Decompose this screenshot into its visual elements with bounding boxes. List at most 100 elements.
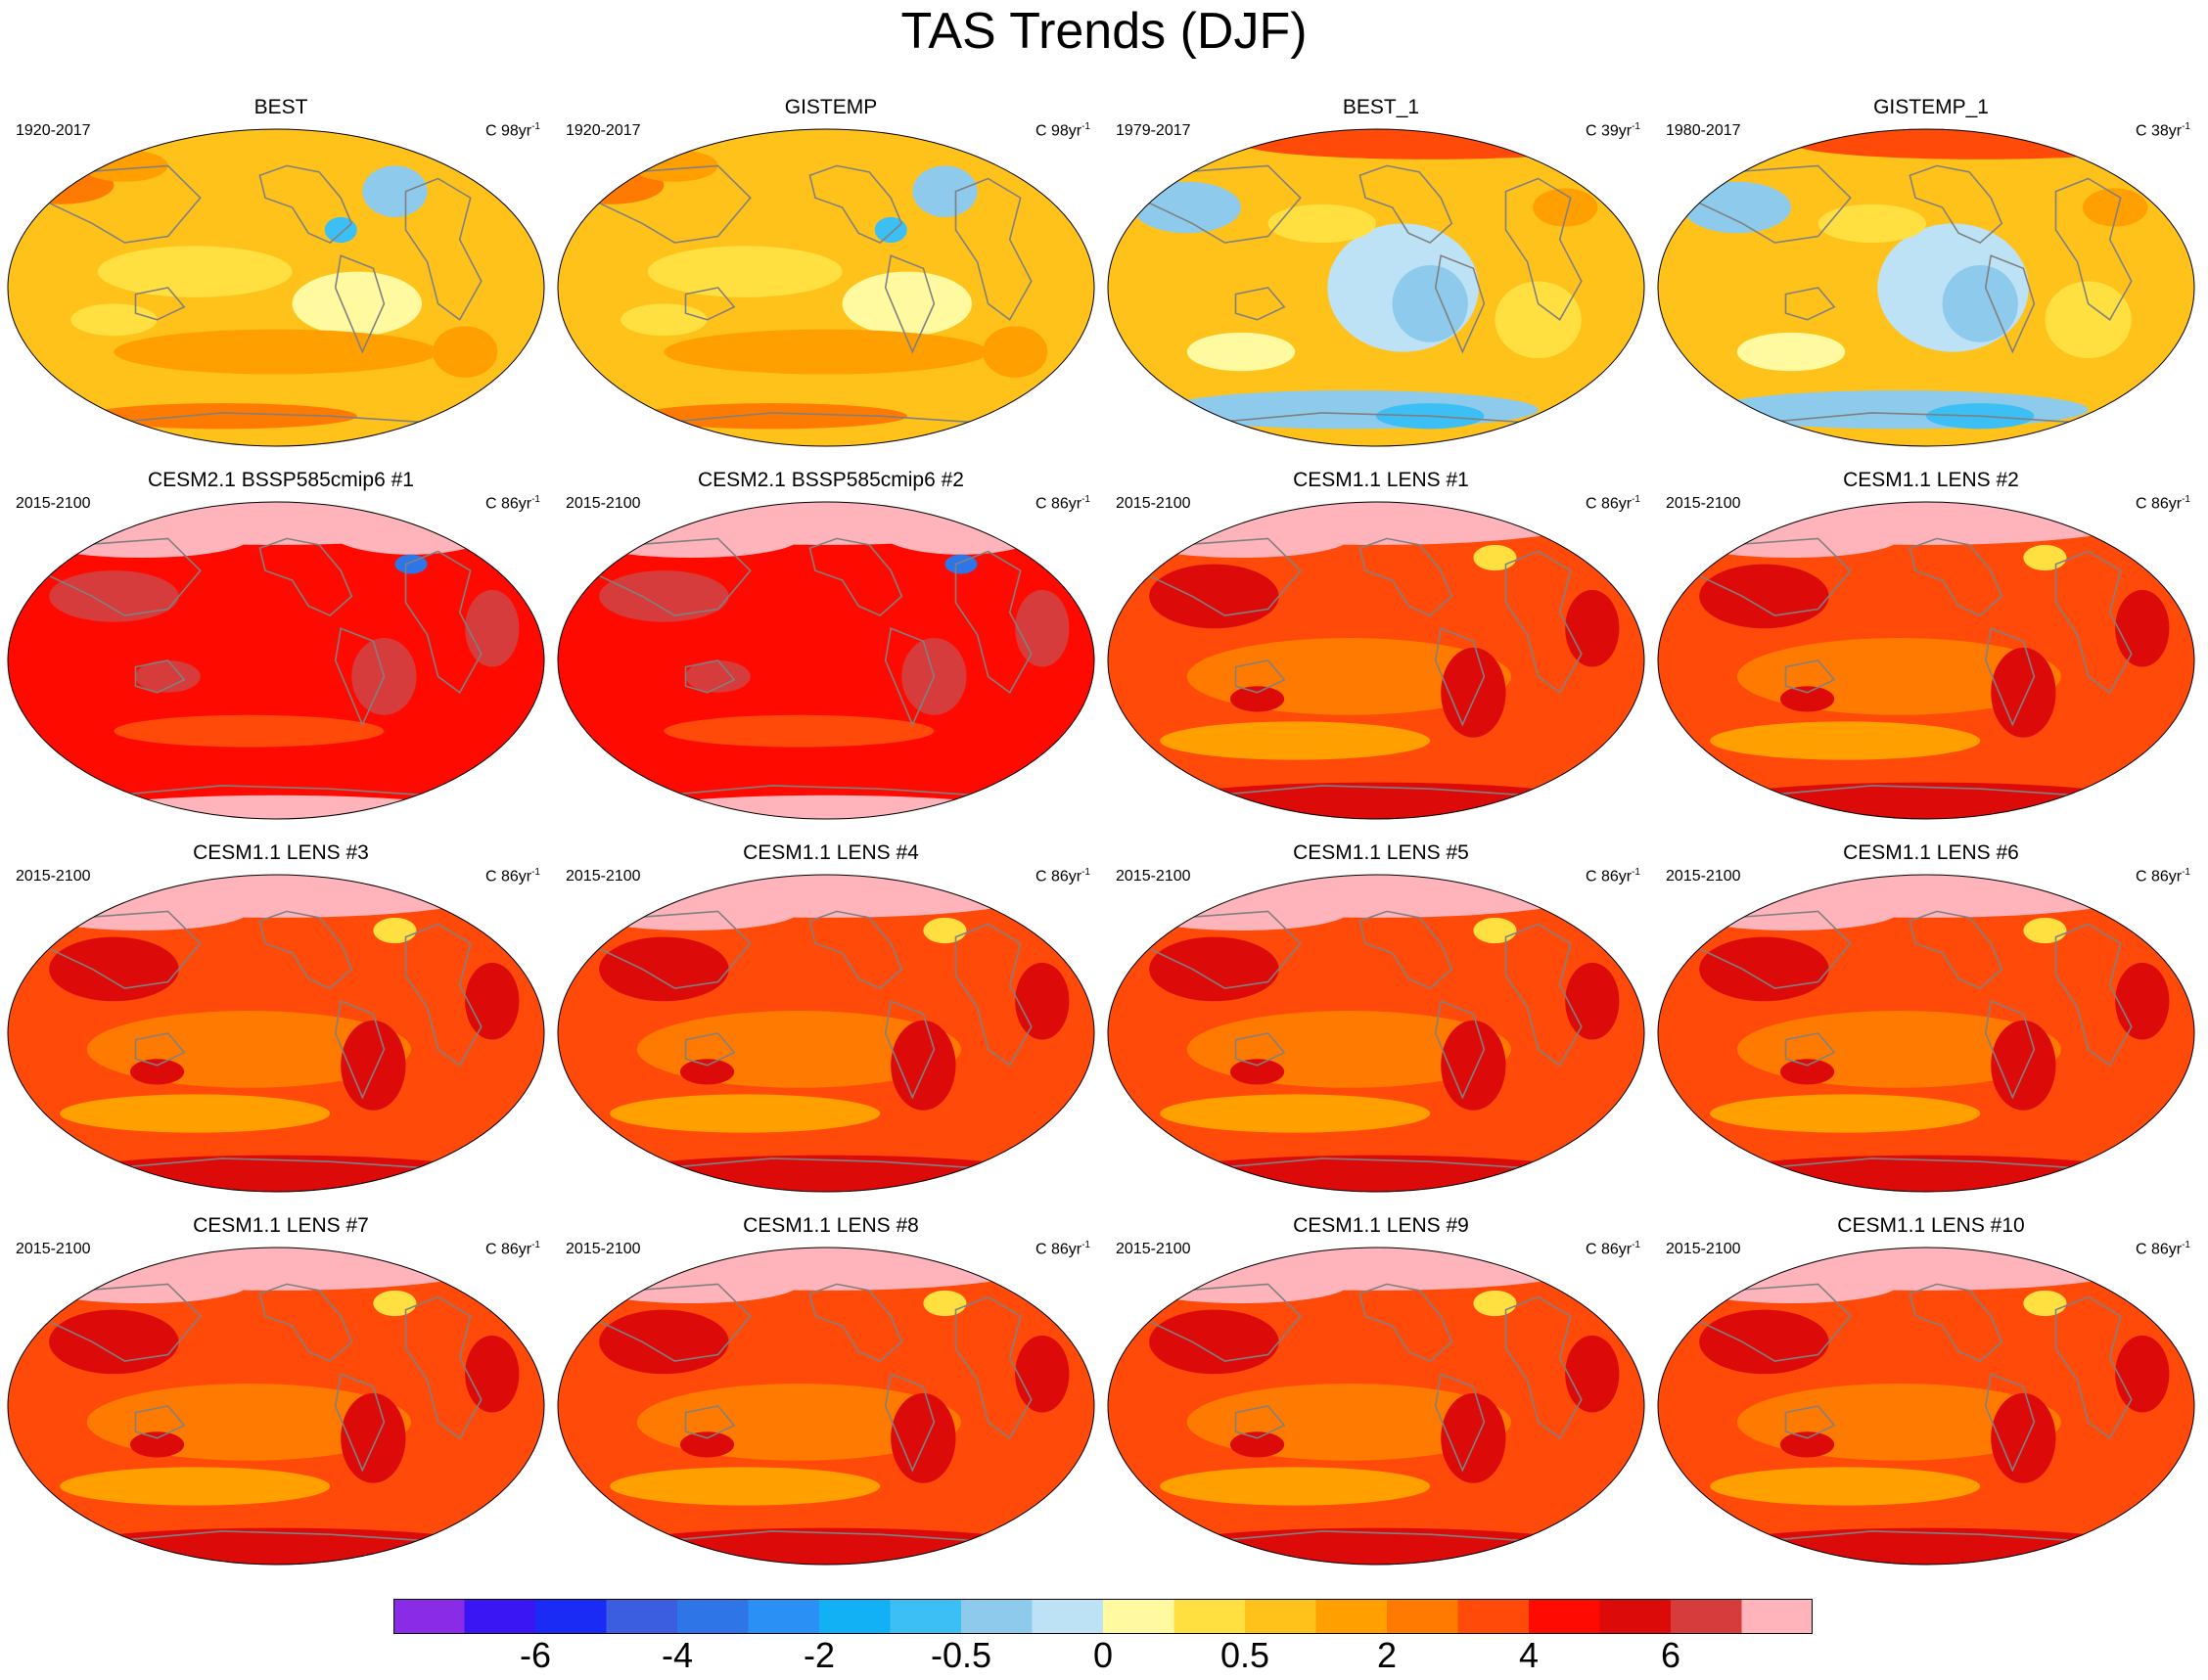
field-contour-region — [32, 519, 250, 559]
field-contour-region — [1736, 332, 1846, 372]
coastline — [1214, 412, 1528, 424]
panel-period: 1980-2017 — [1666, 122, 1741, 139]
coastline — [1504, 550, 1583, 694]
field-contour-region — [1229, 1059, 1285, 1085]
panel-title: CESM1.1 LENS #9 — [1293, 1214, 1469, 1237]
field-contour-region — [679, 1431, 735, 1458]
field-contour-region — [647, 246, 843, 297]
map-robinson — [557, 1247, 1095, 1566]
field-contour-region — [1991, 1020, 2056, 1111]
panel-count: 86 — [500, 1241, 519, 1258]
field-contour-region — [582, 519, 800, 559]
panel-unit-suffix: yr — [1618, 122, 1633, 140]
coastline — [1504, 177, 1583, 321]
map-outline — [557, 128, 1095, 447]
coastline — [1784, 659, 1836, 694]
field-contour-region — [362, 165, 428, 217]
field-contour-region — [2023, 544, 2067, 571]
colorbar-swatch — [961, 1599, 1033, 1634]
coastline — [1784, 287, 1836, 321]
field-contour-region — [1565, 589, 1620, 667]
panel-unit-suffix: yr — [1618, 1241, 1633, 1258]
coastline — [1136, 164, 1302, 244]
field-contour-region — [1710, 1094, 1981, 1133]
field-contour-region — [1149, 936, 1279, 1002]
colorbar-swatch — [393, 1599, 465, 1634]
figure-title: TAS Trends (DJF) — [900, 3, 1308, 60]
field-contour-region — [1682, 1264, 1900, 1304]
field-contour-region — [49, 570, 179, 622]
field-contour-region — [1149, 1309, 1279, 1375]
panel-title: CESM1.1 LENS #2 — [1843, 469, 2019, 491]
panel-period: 2015-2100 — [1116, 868, 1191, 885]
field-contour-region — [32, 1264, 250, 1304]
panel-units: C 86yr-1 — [1035, 1236, 1090, 1259]
coastline — [586, 910, 752, 989]
coastline — [404, 1295, 483, 1439]
field-contour-region — [2083, 188, 2148, 227]
coastline — [36, 537, 202, 616]
coastline — [1136, 537, 1302, 616]
field-contour-region — [1710, 389, 2089, 430]
map-robinson — [1657, 501, 2195, 820]
field-contour-region — [1160, 1527, 1592, 1565]
field-contour-region — [610, 1527, 1042, 1565]
panel-period: 2015-2100 — [1666, 868, 1741, 885]
field-contour-region — [679, 1059, 735, 1085]
coastline — [1686, 910, 1852, 989]
field-contour-region — [1267, 204, 1376, 244]
colorbar-swatch — [819, 1599, 891, 1634]
field-contour-region — [664, 714, 935, 748]
panel-unit-exponent: -1 — [2182, 867, 2190, 878]
field-contour-region — [842, 271, 973, 337]
coastline — [1686, 1283, 1852, 1362]
field-contour-region — [2023, 917, 2067, 944]
panel-unit-label: C — [1585, 868, 1597, 885]
colorbar-tick-label: -0.5 — [930, 1635, 992, 1675]
panel-count: 98 — [1050, 122, 1069, 140]
colorbar-swatch — [1457, 1599, 1530, 1634]
panel-unit-exponent: -1 — [531, 867, 540, 878]
coastline — [684, 659, 736, 694]
coastline — [1909, 1283, 2003, 1363]
panel-period: 2015-2100 — [566, 868, 641, 885]
field-contour-region — [1473, 544, 1517, 571]
coastline — [258, 910, 353, 990]
colorbar-tick-label: 0 — [1092, 1635, 1114, 1675]
coastline — [1984, 1373, 2036, 1473]
field-contour-region — [599, 1309, 729, 1375]
panel-unit-suffix: yr — [1618, 868, 1633, 885]
panel-count: 38 — [2150, 122, 2169, 140]
coastline — [808, 910, 903, 990]
panel-count: 86 — [2150, 868, 2169, 885]
panel-unit-suffix: yr — [2168, 868, 2183, 885]
field-contour-region — [599, 936, 729, 1002]
panel-period: 2015-2100 — [16, 495, 91, 512]
coastline — [1764, 1158, 2078, 1169]
panel-units: C 86yr-1 — [1035, 490, 1090, 514]
coastline — [114, 1158, 428, 1169]
coastline — [1784, 1405, 1836, 1439]
coastline — [664, 785, 978, 796]
coastline — [1984, 627, 2036, 727]
map-robinson — [1657, 874, 2195, 1193]
coastline — [1764, 785, 2078, 796]
map-robinson — [7, 1247, 545, 1566]
panel-unit-exponent: -1 — [1081, 1240, 1090, 1250]
coastline — [2054, 550, 2133, 694]
panel-period: 2015-2100 — [566, 495, 641, 512]
coastline — [1909, 910, 2003, 990]
field-contour-region — [114, 329, 438, 375]
colorbar-swatch — [1032, 1599, 1104, 1634]
field-contour-region — [891, 1392, 956, 1483]
coastline — [808, 537, 903, 617]
field-contour-region — [1160, 1094, 1431, 1133]
map-outline — [557, 1247, 1095, 1566]
field-contour-region — [1710, 782, 2142, 819]
field-contour-region — [81, 149, 168, 182]
field-contour-region — [1495, 281, 1582, 359]
colorbar-swatch — [1245, 1599, 1316, 1634]
field-contour-region — [341, 1392, 406, 1483]
field-contour-region — [1441, 1020, 1506, 1111]
colorbar-tick-label: 4 — [1518, 1635, 1540, 1675]
